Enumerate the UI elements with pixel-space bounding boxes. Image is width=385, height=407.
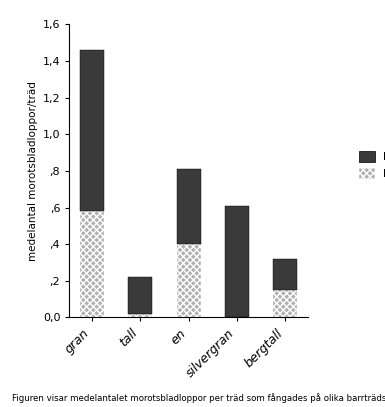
Bar [128,314,152,317]
Bar [225,206,249,317]
Bar [80,211,104,317]
Bar [273,290,297,317]
Y-axis label: medelantal morotsbladloppor/träd: medelantal morotsbladloppor/träd [28,81,38,261]
Bar [177,169,201,244]
Bar [128,277,152,314]
Bar [177,244,201,317]
Bar [273,259,297,290]
Bar [80,50,104,211]
Legend: honor, hannar: honor, hannar [356,147,385,183]
Text: Figuren visar medelantalet morotsbladloppor per träd som fångades på olika barrt: Figuren visar medelantalet morotsbladlop… [12,393,385,403]
